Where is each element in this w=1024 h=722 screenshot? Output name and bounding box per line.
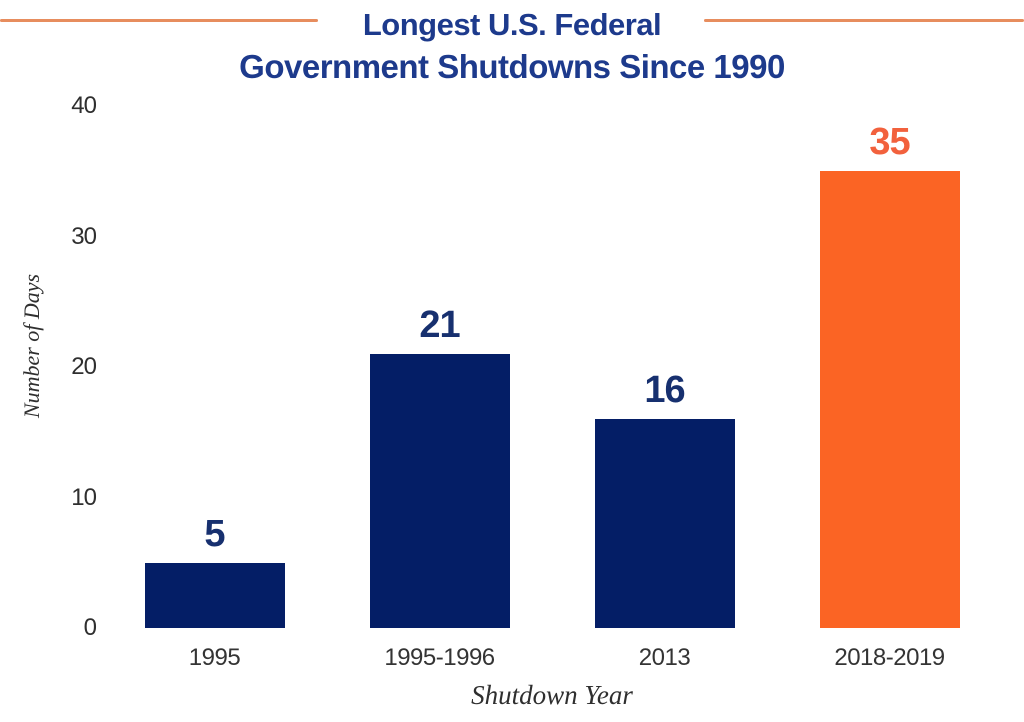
bar [594, 419, 735, 628]
bar-column: 35 2018-2019 [777, 106, 1002, 671]
y-tick-label: 40 [71, 92, 97, 119]
bar-value-label: 35 [869, 121, 910, 164]
bar-column: 21 1995-1996 [327, 106, 552, 671]
y-axis-ticks: 0 10 20 30 40 [0, 92, 97, 641]
x-tick-label: 1995 [188, 644, 241, 671]
x-tick-label: 1995-1996 [384, 644, 495, 671]
title-rule-left-decoration [0, 19, 318, 22]
bar-value-label: 5 [204, 512, 225, 555]
y-tick-label: 30 [71, 222, 97, 250]
bar-value-label: 21 [419, 303, 460, 346]
chart-title-line2: Government Shutdowns Since 1990 [239, 48, 785, 85]
title-rule-right-decoration [704, 19, 1024, 22]
bar [144, 562, 285, 628]
y-tick-label: 20 [71, 353, 97, 380]
bar [369, 353, 510, 628]
y-tick-label: 0 [83, 614, 97, 641]
bar-column: 16 2013 [552, 106, 777, 671]
bar-column: 5 1995 [102, 106, 327, 671]
x-tick-label: 2013 [638, 644, 691, 671]
plot-area: 5 1995 21 1995-1996 16 2013 35 2018-2019 [102, 106, 1002, 671]
chart-title-line1: Longest U.S. Federal [362, 7, 662, 42]
x-axis-label: Shutdown Year [471, 680, 633, 710]
bar-value-label: 16 [644, 369, 685, 412]
x-tick-label: 2018-2019 [834, 644, 945, 671]
chart-title: Longest U.S. Federal Government Shutdown… [0, 4, 1024, 88]
bar [819, 171, 960, 628]
y-tick-label: 10 [71, 483, 97, 511]
